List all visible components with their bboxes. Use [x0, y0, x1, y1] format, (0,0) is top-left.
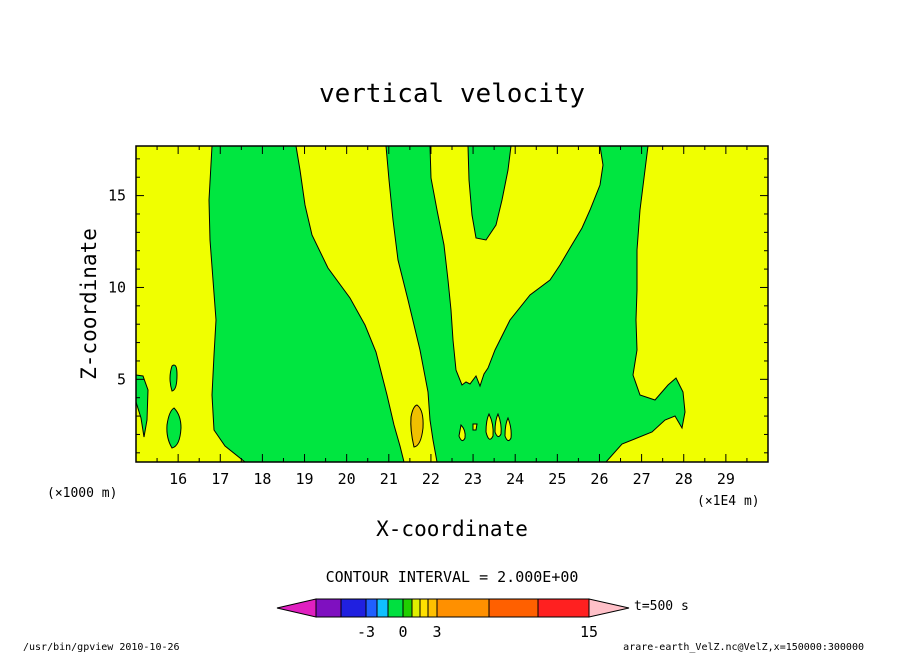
- colorbar-segment: [315, 598, 342, 618]
- x-unit-right: (×1E4 m): [697, 494, 760, 509]
- x-tick-label: 17: [211, 470, 229, 488]
- y-tick-label: 10: [108, 278, 126, 296]
- contour-region-center-band: [385, 146, 686, 462]
- x-tick-label: 19: [296, 470, 314, 488]
- x-tick-label: 22: [422, 470, 440, 488]
- contour-region-main-plume: [208, 146, 405, 462]
- contour-region-patch-a: [458, 423, 466, 442]
- colorbar-label: 15: [580, 623, 598, 641]
- colorbar-segment: [402, 598, 413, 618]
- contour-region-upper-finger: [467, 146, 512, 241]
- x-tick-label: 29: [717, 470, 735, 488]
- colorbar-label: -3: [357, 623, 375, 641]
- colorbar-segment: [376, 598, 389, 618]
- contour-region-patch-e: [472, 423, 478, 431]
- contour-region-small-lower: [166, 407, 182, 449]
- y-tick-label: 15: [108, 187, 126, 205]
- x-tick-label: 27: [633, 470, 651, 488]
- x-tick-label: 16: [169, 470, 187, 488]
- colorbar-segment: [488, 598, 539, 618]
- colorbar-segment: [436, 598, 490, 618]
- colorbar-segment: [427, 598, 438, 618]
- colorbar-arrow-right: [588, 598, 630, 618]
- contour-interval: CONTOUR INTERVAL = 2.000E+00: [326, 568, 579, 586]
- contour-region-patch-d: [504, 416, 512, 442]
- colorbar-label: 3: [432, 623, 441, 641]
- x-tick-label: 21: [380, 470, 398, 488]
- colorbar-segment: [365, 598, 378, 618]
- x-tick-label: 28: [675, 470, 693, 488]
- plot-area: 16 17 18 19 20 21 22 23 24 25 26 27 28 29 5 10 15: [108, 145, 769, 488]
- time-label: t=500 s: [634, 599, 689, 614]
- x-tick-label: 23: [464, 470, 482, 488]
- x-axis: 16 17 18 19 20 21 22 23 24 25 26 27 28 29: [156, 146, 748, 488]
- colorbar: [276, 598, 630, 618]
- colorbar-label: 0: [398, 623, 407, 641]
- colorbar-segment: [419, 598, 429, 618]
- contour-region-left-edge: [136, 374, 149, 438]
- y-axis: 5 10 15: [108, 158, 768, 454]
- x-tick-label: 18: [253, 470, 271, 488]
- contour-region-small-upper: [169, 364, 178, 392]
- x-tick-label: 20: [338, 470, 356, 488]
- footer-right: arare-earth_VelZ.nc@VelZ,x=150000:300000: [623, 642, 864, 653]
- colorbar-segment: [537, 598, 590, 618]
- contour-region-core: [410, 404, 424, 448]
- x-tick-label: 25: [548, 470, 566, 488]
- colorbar-segment: [411, 598, 421, 618]
- contour-region-patch-b: [485, 412, 494, 440]
- contour-region-patch-c: [494, 412, 502, 438]
- colorbar-labels: -3 0 3 15: [357, 623, 598, 641]
- colorbar-segment: [387, 598, 404, 618]
- x-unit-left: (×1000 m): [47, 486, 117, 501]
- x-axis-label: X-coordinate: [376, 517, 528, 541]
- footer-left: /usr/bin/gpview 2010-10-26: [23, 642, 180, 653]
- x-tick-label: 26: [590, 470, 608, 488]
- y-axis-label: Z-coordinate: [77, 228, 101, 380]
- chart-title: vertical velocity: [319, 79, 585, 109]
- colorbar-arrow-left: [276, 598, 317, 618]
- x-tick-label: 24: [506, 470, 524, 488]
- colorbar-segment: [340, 598, 367, 618]
- y-tick-label: 5: [117, 370, 126, 388]
